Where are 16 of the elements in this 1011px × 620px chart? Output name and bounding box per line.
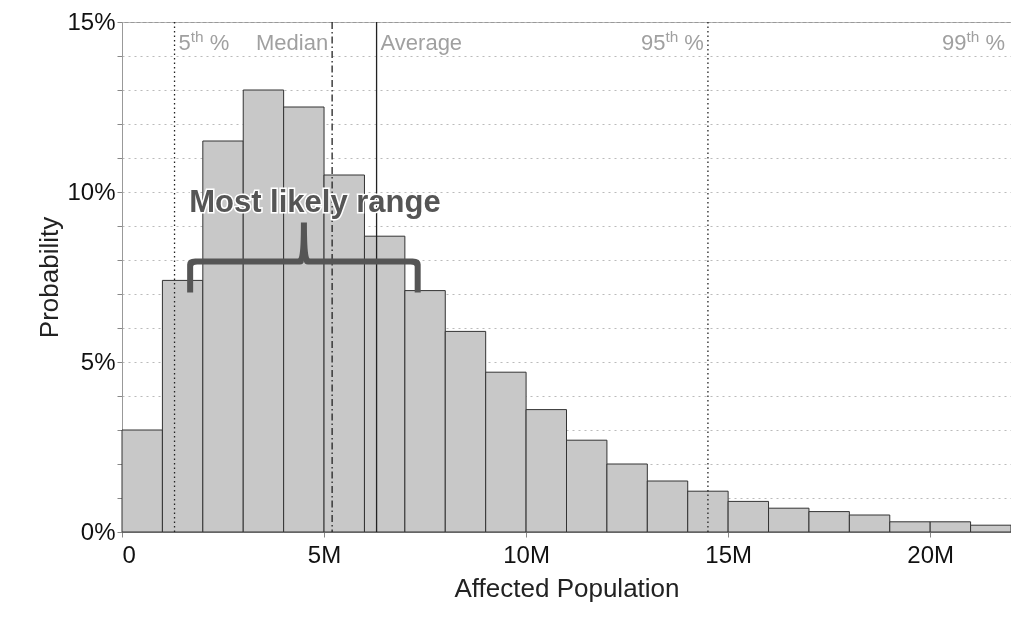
x-tick-label: 0 [122,540,136,568]
ref-line-label: Average [380,30,463,55]
ref-line-label: 5$^{th}$ % [178,27,230,55]
ref-line-label: Median [255,30,329,55]
x-tick-label: 5M [307,540,342,568]
annotation: 99$^{th}$ % [941,27,1005,55]
y-tick-label: 5% [80,347,116,375]
ref-line-label: 95$^{th}$ % [640,27,704,55]
y-tick-label: 15% [67,7,116,35]
y-tick-label: 10% [67,177,116,205]
x-axis-title: Affected Population [454,572,680,603]
y-tick-label: 0% [80,517,116,545]
y-axis-title: Probability [34,216,65,339]
x-tick-label: 20M [907,540,955,568]
x-tick-label: 10M [503,540,550,568]
x-tick-label: 15M [705,540,752,568]
